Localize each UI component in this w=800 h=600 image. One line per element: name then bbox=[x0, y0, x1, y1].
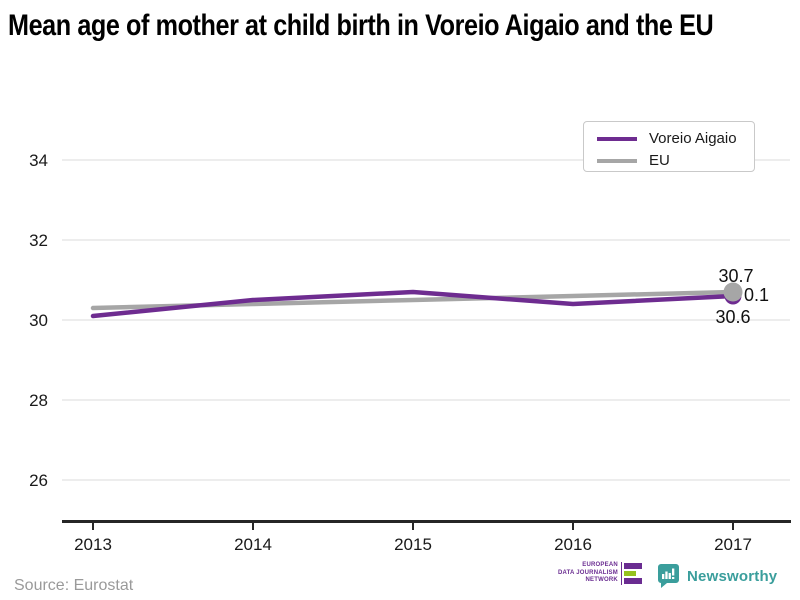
y-axis-tick-label: 32 bbox=[29, 231, 48, 250]
end-value-label: 0.1 bbox=[744, 285, 769, 305]
line-chart-canvas: 34 32 30 28 26 2013 2014 2015 2016 2017 30.70.130.… bbox=[29, 151, 791, 554]
chart-title: Mean age of mother at child birth in Vor… bbox=[8, 9, 714, 42]
newsworthy-logo-label: Newsworthy bbox=[687, 567, 778, 585]
newsworthy-chart-bubble-icon bbox=[658, 564, 679, 588]
y-axis-tick-label: 28 bbox=[29, 391, 48, 410]
source-note: Source: Eurostat bbox=[14, 577, 134, 594]
x-axis-tick-label: 2014 bbox=[234, 535, 272, 554]
edjnet-logo-bars bbox=[623, 563, 642, 584]
x-axis-tick-label: 2017 bbox=[714, 535, 752, 554]
y-axis-tick-label: 34 bbox=[29, 151, 48, 170]
legend-item-eu: EU bbox=[597, 153, 754, 168]
edjnet-line-1: EUROPEAN bbox=[582, 562, 618, 569]
edjnet-logo: EUROPEAN DATA JOURNALISM NETWORK bbox=[558, 562, 642, 585]
edjnet-logo-divider bbox=[620, 562, 622, 585]
x-axis-tick-label: 2015 bbox=[394, 535, 432, 554]
x-axis-tick-label: 2016 bbox=[554, 535, 592, 554]
y-axis-tick-label: 26 bbox=[29, 471, 48, 490]
chart-legend: Voreio Aigaio EU bbox=[583, 121, 755, 172]
edjnet-bar-top bbox=[623, 563, 642, 569]
eu-end-marker bbox=[723, 282, 743, 302]
legend-label: EU bbox=[649, 152, 670, 169]
series-line-voreio-aigaio bbox=[90, 289, 736, 319]
end-value-label: 30.7 bbox=[718, 266, 753, 286]
edjnet-logo-text: EUROPEAN DATA JOURNALISM NETWORK bbox=[558, 562, 618, 585]
voreio-aigaio-line-swatch bbox=[597, 136, 637, 141]
legend-label: Voreio Aigaio bbox=[649, 130, 737, 147]
legend-item-voreio-aigaio: Voreio Aigaio bbox=[597, 131, 754, 146]
newsworthy-logo: Newsworthy bbox=[657, 563, 777, 589]
x-axis-tick-label: 2013 bbox=[74, 535, 112, 554]
y-axis-tick-label: 30 bbox=[29, 311, 48, 330]
edjnet-bar-bottom bbox=[623, 578, 642, 584]
eu-line-swatch bbox=[597, 158, 637, 163]
edjnet-line-2: DATA JOURNALISM bbox=[558, 569, 618, 576]
end-value-label: 30.6 bbox=[715, 307, 750, 327]
edjnet-line-3: NETWORK bbox=[585, 577, 618, 584]
edjnet-bar-middle bbox=[623, 570, 636, 577]
